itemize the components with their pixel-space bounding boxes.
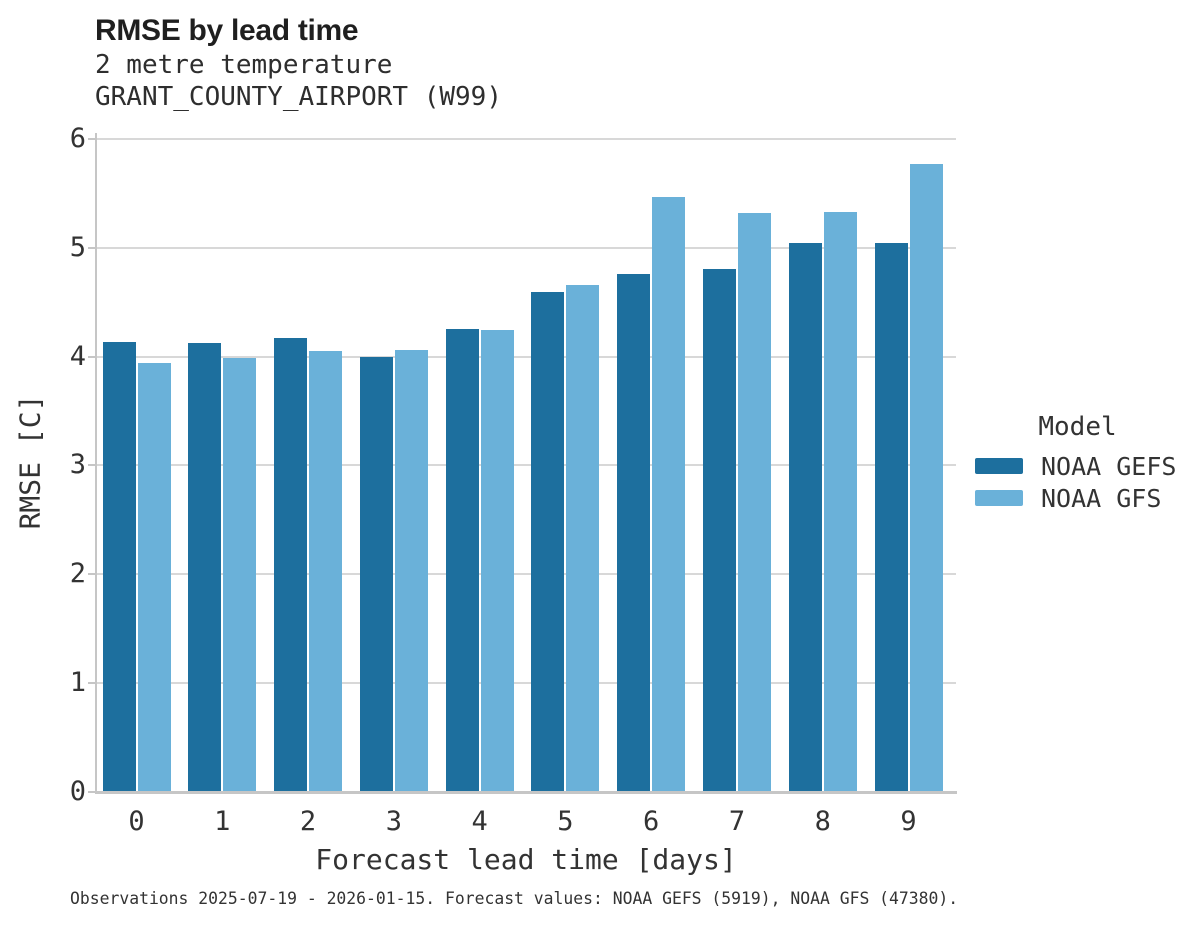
bar-noaa-gfs-day6: [652, 197, 686, 792]
bar-noaa-gfs-day9: [909, 163, 943, 792]
bar-noaa-gfs-day5: [566, 285, 600, 792]
gridline-y3: [96, 464, 956, 467]
x-tick-label-2: 2: [299, 806, 317, 837]
gridline-y2: [96, 573, 956, 576]
bar-noaa-gefs-day6: [617, 273, 651, 792]
x-tick-label-4: 4: [471, 806, 488, 837]
x-axis-line: [95, 791, 957, 794]
bar-noaa-gfs-day0: [137, 362, 171, 792]
bar-noaa-gfs-day2: [309, 350, 343, 792]
x-tick-label-6: 6: [643, 806, 660, 837]
bar-noaa-gefs-day5: [531, 291, 565, 792]
bar-noaa-gefs-day9: [874, 243, 908, 792]
y-tick-label-6: 6: [69, 123, 86, 155]
y-tick-label-2: 2: [69, 558, 86, 590]
legend-label: NOAA GEFS: [1041, 451, 1177, 481]
y-tick-0: [88, 790, 95, 793]
x-tick-label-7: 7: [728, 806, 746, 837]
legend-title: Model: [1038, 412, 1117, 442]
legend-items: NOAA GEFS NOAA GFS: [975, 452, 1185, 513]
legend-label: NOAA GFS: [1041, 483, 1162, 513]
y-tick-label-5: 5: [69, 232, 86, 263]
gridline-y1: [96, 681, 956, 684]
bar-noaa-gefs-day7: [702, 269, 736, 792]
gridline-y4: [96, 355, 956, 358]
bar-noaa-gfs-day1: [223, 358, 257, 792]
legend: Model NOAA GEFS NOAA GFS: [975, 412, 1185, 522]
y-tick-label-0: 0: [69, 775, 86, 807]
y-tick-4: [88, 355, 95, 358]
y-axis-line: [95, 133, 97, 794]
y-tick-3: [88, 464, 95, 467]
x-tick-label-8: 8: [814, 806, 831, 837]
x-tick-label-5: 5: [557, 806, 574, 837]
bar-noaa-gefs-day3: [359, 357, 393, 792]
legend-swatch-icon: [975, 490, 1023, 506]
bar-noaa-gfs-day7: [737, 212, 771, 792]
x-axis-title: Forecast lead time [days]: [315, 843, 737, 876]
y-tick-label-4: 4: [69, 340, 86, 372]
gridline-y6: [96, 138, 956, 141]
legend-swatch-icon: [975, 458, 1023, 474]
bar-noaa-gefs-day4: [445, 328, 479, 792]
y-tick-5: [88, 247, 95, 249]
gridline-y5: [96, 247, 956, 249]
x-tick-label-9: 9: [900, 806, 917, 837]
legend-item-noaa-gfs: NOAA GFS: [975, 484, 1185, 513]
bar-noaa-gfs-day3: [394, 349, 428, 792]
y-tick-6: [88, 138, 95, 141]
bar-noaa-gfs-day4: [480, 330, 514, 792]
bar-noaa-gefs-day8: [788, 243, 822, 792]
y-tick-label-1: 1: [69, 666, 86, 698]
x-tick-label-1: 1: [214, 806, 231, 837]
chart-subtitle-variable: 2 metre temperature: [95, 50, 393, 80]
bar-noaa-gfs-day8: [823, 211, 857, 792]
caption: Observations 2025-07-19 - 2026-01-15. Fo…: [70, 889, 959, 908]
chart-subtitle-station: GRANT_COUNTY_AIRPORT (W99): [95, 82, 502, 112]
plot-area: [96, 133, 956, 792]
chart-title: RMSE by lead time: [95, 14, 359, 47]
x-tick-label-0: 0: [128, 806, 145, 837]
y-tick-2: [88, 573, 95, 576]
bar-noaa-gefs-day0: [102, 341, 136, 792]
bar-noaa-gefs-day1: [188, 343, 222, 792]
x-tick-label-3: 3: [385, 806, 402, 837]
y-tick-label-3: 3: [69, 449, 86, 481]
y-tick-1: [88, 681, 95, 684]
legend-item-noaa-gefs: NOAA GEFS: [975, 452, 1185, 481]
bar-noaa-gefs-day2: [274, 337, 308, 792]
